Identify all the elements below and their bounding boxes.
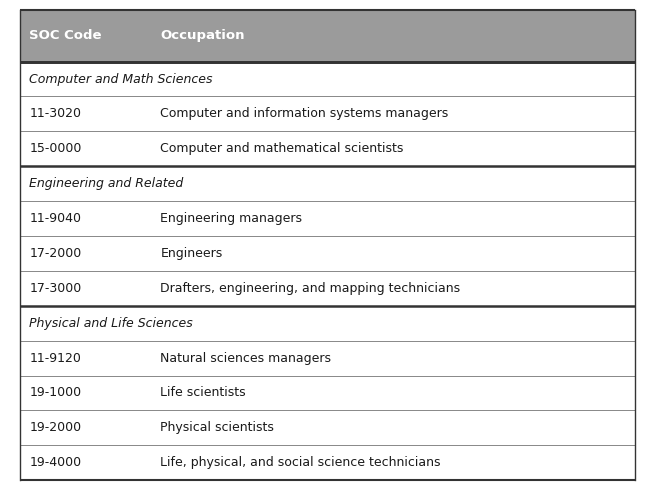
Text: 11-3020: 11-3020 [29, 107, 81, 121]
Text: SOC Code: SOC Code [29, 29, 102, 42]
Text: Natural sciences managers: Natural sciences managers [160, 352, 331, 365]
Text: 19-1000: 19-1000 [29, 387, 82, 399]
Text: Physical scientists: Physical scientists [160, 421, 274, 434]
Text: Life scientists: Life scientists [160, 387, 246, 399]
Text: 19-2000: 19-2000 [29, 421, 82, 434]
Text: 17-3000: 17-3000 [29, 282, 82, 295]
Text: Computer and mathematical scientists: Computer and mathematical scientists [160, 142, 404, 155]
Text: Engineering and Related: Engineering and Related [29, 177, 183, 190]
Text: Life, physical, and social science technicians: Life, physical, and social science techn… [160, 456, 441, 469]
Text: Computer and information systems managers: Computer and information systems manager… [160, 107, 449, 121]
Text: Engineering managers: Engineering managers [160, 212, 303, 225]
Text: Drafters, engineering, and mapping technicians: Drafters, engineering, and mapping techn… [160, 282, 460, 295]
Bar [20, 10, 635, 62]
Text: Occupation: Occupation [160, 29, 245, 42]
Text: 15-0000: 15-0000 [29, 142, 82, 155]
Text: 11-9040: 11-9040 [29, 212, 81, 225]
Text: Physical and Life Sciences: Physical and Life Sciences [29, 317, 193, 330]
Text: 11-9120: 11-9120 [29, 352, 81, 365]
Text: Computer and Math Sciences: Computer and Math Sciences [29, 73, 213, 86]
Text: 17-2000: 17-2000 [29, 247, 82, 260]
Text: 19-4000: 19-4000 [29, 456, 82, 469]
Text: Engineers: Engineers [160, 247, 223, 260]
